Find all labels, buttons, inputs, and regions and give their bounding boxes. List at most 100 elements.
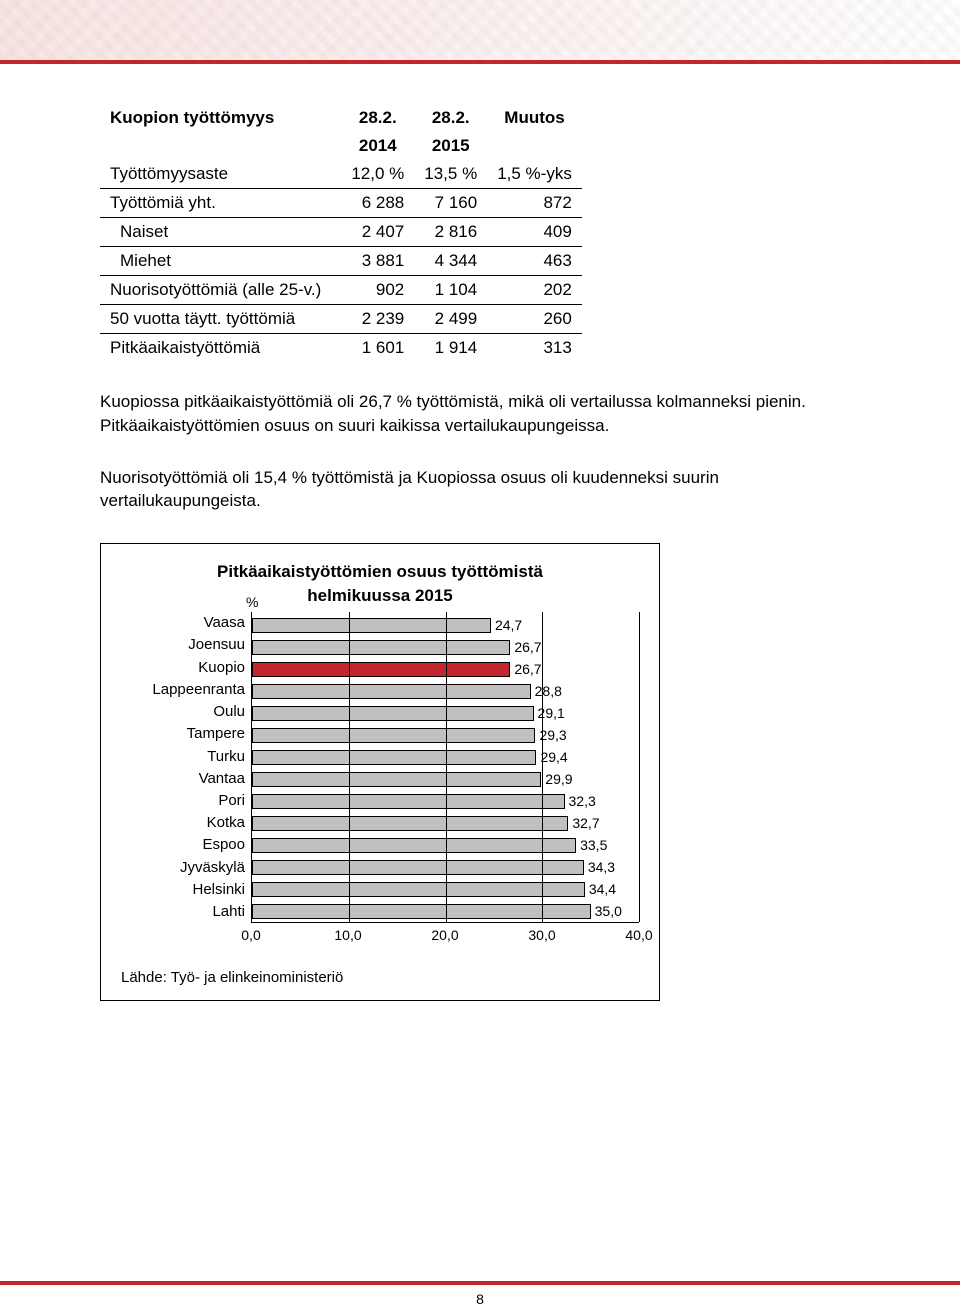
bar-value-label: 26,7 xyxy=(511,661,541,677)
grid-line xyxy=(349,612,350,922)
grid-line xyxy=(639,612,640,922)
chart-unit-label: % xyxy=(246,594,258,610)
page: Kuopion työttömyys 28.2. 28.2. Muutos 20… xyxy=(0,0,960,1313)
x-tick-label: 40,0 xyxy=(625,927,652,943)
x-tick-label: 20,0 xyxy=(431,927,458,943)
x-tick-label: 30,0 xyxy=(528,927,555,943)
col-head-change: Muutos xyxy=(487,104,582,132)
cell-v1: 2 239 xyxy=(341,305,414,334)
chart-title-line2: helmikuussa 2015 xyxy=(121,586,639,606)
bar: 29,3 xyxy=(252,728,535,743)
bar: 29,1 xyxy=(252,706,534,721)
bar: 24,7 xyxy=(252,618,491,633)
category-label: Helsinki xyxy=(121,879,245,901)
cell-v2: 1 104 xyxy=(414,276,487,305)
bar-value-label: 34,3 xyxy=(585,859,615,875)
row-label: Pitkäaikaistyöttömiä xyxy=(100,334,341,363)
year-2: 2015 xyxy=(414,132,487,160)
row-label: Miehet xyxy=(100,247,341,276)
year-change-blank xyxy=(487,132,582,160)
category-label: Jyväskylä xyxy=(121,857,245,879)
grid-line xyxy=(446,612,447,922)
bar-value-label: 29,3 xyxy=(536,727,566,743)
bar-value-label: 33,5 xyxy=(577,837,607,853)
cell-v3: 313 xyxy=(487,334,582,363)
table-row: Pitkäaikaistyöttömiä1 6011 914313 xyxy=(100,334,582,363)
cell-v3: 409 xyxy=(487,218,582,247)
col-head-date-2: 28.2. xyxy=(414,104,487,132)
cell-v1: 902 xyxy=(341,276,414,305)
cell-v1: 2 407 xyxy=(341,218,414,247)
cell-v1: 12,0 % xyxy=(341,160,414,189)
category-label: Vaasa xyxy=(121,612,245,634)
x-tick-label: 0,0 xyxy=(241,927,260,943)
chart-plot: % 24,726,726,728,829,129,329,429,932,332… xyxy=(251,612,639,923)
cell-v3: 260 xyxy=(487,305,582,334)
category-label: Lappeenranta xyxy=(121,679,245,701)
bar-value-label: 32,7 xyxy=(569,815,599,831)
category-label: Pori xyxy=(121,790,245,812)
bar: 34,4 xyxy=(252,882,585,897)
row-label: 50 vuotta täytt. työttömiä xyxy=(100,305,341,334)
row-label: Naiset xyxy=(100,218,341,247)
bar: 32,3 xyxy=(252,794,565,809)
bar: 28,8 xyxy=(252,684,531,699)
col-head-date-1: 28.2. xyxy=(341,104,414,132)
paragraph-2: Nuorisotyöttömiä oli 15,4 % työttömistä … xyxy=(100,466,860,514)
bar-value-label: 24,7 xyxy=(492,617,522,633)
category-label: Tampere xyxy=(121,723,245,745)
paragraph-1: Kuopiossa pitkäaikaistyöttömiä oli 26,7 … xyxy=(100,390,860,438)
cell-v2: 13,5 % xyxy=(414,160,487,189)
chart-x-axis: 0,010,020,030,040,0 xyxy=(251,927,639,945)
category-label: Turku xyxy=(121,746,245,768)
table-row: Naiset2 4072 816409 xyxy=(100,218,582,247)
unemployment-table: Kuopion työttömyys 28.2. 28.2. Muutos 20… xyxy=(100,104,582,362)
x-tick-label: 10,0 xyxy=(334,927,361,943)
cell-v3: 1,5 %-yks xyxy=(487,160,582,189)
bar: 29,9 xyxy=(252,772,541,787)
page-number: 8 xyxy=(0,1291,960,1307)
category-labels: VaasaJoensuuKuopioLappeenrantaOuluTamper… xyxy=(121,612,251,923)
bar: 35,0 xyxy=(252,904,591,919)
category-label: Oulu xyxy=(121,701,245,723)
chart-title-line1: Pitkäaikaistyöttömien osuus työttömistä xyxy=(121,562,639,582)
decorative-map-banner xyxy=(0,0,960,60)
category-label: Lahti xyxy=(121,901,245,923)
cell-v2: 2 816 xyxy=(414,218,487,247)
row-label: Työttömiä yht. xyxy=(100,189,341,218)
category-label: Espoo xyxy=(121,834,245,856)
bar-value-label: 29,9 xyxy=(542,771,572,787)
bar-value-label: 29,1 xyxy=(535,705,565,721)
row-label: Nuorisotyöttömiä (alle 25-v.) xyxy=(100,276,341,305)
grid-line xyxy=(542,612,543,922)
cell-v1: 3 881 xyxy=(341,247,414,276)
bottom-red-divider xyxy=(0,1281,960,1285)
bar-value-label: 32,3 xyxy=(566,793,596,809)
cell-v1: 6 288 xyxy=(341,189,414,218)
table-row: 50 vuotta täytt. työttömiä2 2392 499260 xyxy=(100,305,582,334)
cell-v2: 2 499 xyxy=(414,305,487,334)
bar-value-label: 35,0 xyxy=(592,903,622,919)
chart-source: Lähde: Työ- ja elinkeinoministeriö xyxy=(121,969,639,986)
year-blank xyxy=(100,132,341,160)
cell-v3: 872 xyxy=(487,189,582,218)
table-body: Työttömyysaste12,0 %13,5 %1,5 %-yksTyött… xyxy=(100,160,582,362)
chart-area: VaasaJoensuuKuopioLappeenrantaOuluTamper… xyxy=(121,612,639,945)
table-row: Työttömyysaste12,0 %13,5 %1,5 %-yks xyxy=(100,160,582,189)
table-row: Miehet3 8814 344463 xyxy=(100,247,582,276)
table-title: Kuopion työttömyys xyxy=(100,104,341,132)
category-label: Joensuu xyxy=(121,634,245,656)
chart-plot-row: VaasaJoensuuKuopioLappeenrantaOuluTamper… xyxy=(121,612,639,923)
table-row: Työttömiä yht.6 2887 160872 xyxy=(100,189,582,218)
cell-v2: 1 914 xyxy=(414,334,487,363)
year-1: 2014 xyxy=(341,132,414,160)
category-label: Kuopio xyxy=(121,657,245,679)
table-row: Nuorisotyöttömiä (alle 25-v.)9021 104202 xyxy=(100,276,582,305)
cell-v3: 202 xyxy=(487,276,582,305)
cell-v2: 4 344 xyxy=(414,247,487,276)
category-label: Kotka xyxy=(121,812,245,834)
bar: 34,3 xyxy=(252,860,584,875)
category-label: Vantaa xyxy=(121,768,245,790)
cell-v3: 463 xyxy=(487,247,582,276)
cell-v1: 1 601 xyxy=(341,334,414,363)
